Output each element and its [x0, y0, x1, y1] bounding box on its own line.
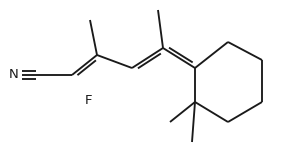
Text: N: N — [9, 69, 19, 81]
Text: F: F — [84, 93, 92, 106]
